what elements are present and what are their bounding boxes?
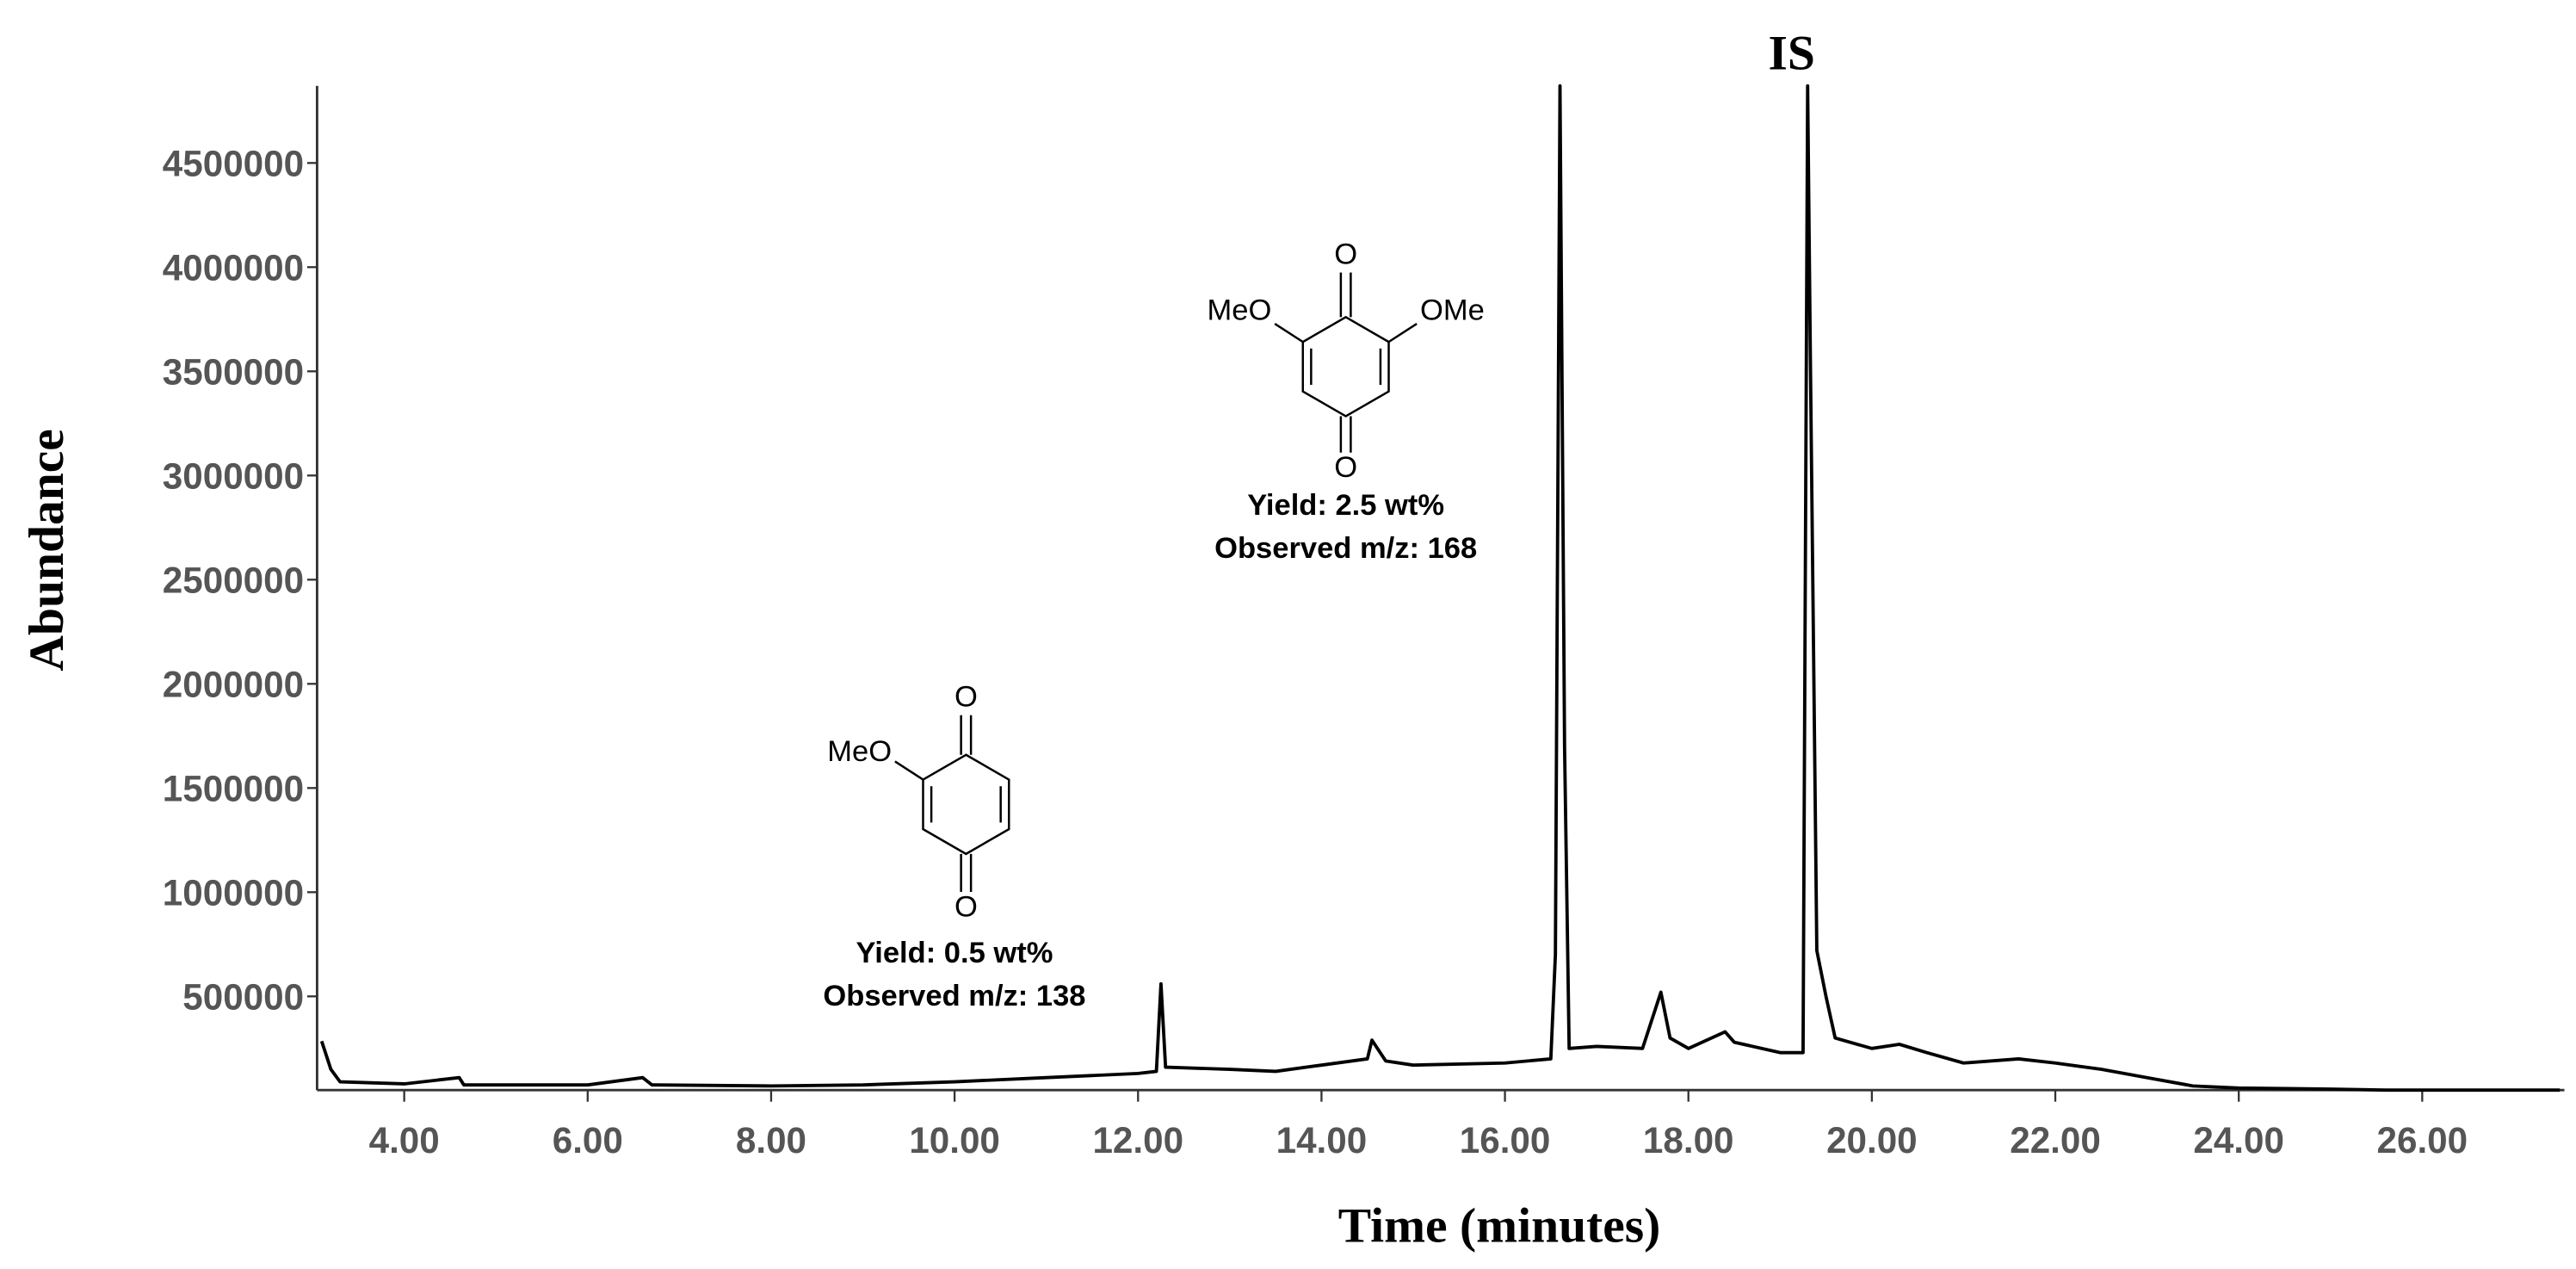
y-axis-title: Abundance xyxy=(20,429,74,671)
y-tick-label: 2500000 xyxy=(163,560,304,600)
mz-label: Observed m/z: 168 xyxy=(1214,532,1477,565)
atom-label: MeO xyxy=(827,735,892,768)
y-tick-label: 3500000 xyxy=(163,351,304,392)
yield-label: Yield: 2.5 wt% xyxy=(1247,489,1444,522)
y-tick-label: 500000 xyxy=(182,976,304,1017)
structure-a: O MeO OMe O Yield: 2.5 wt% Observed m/z:… xyxy=(1208,238,1485,564)
x-tick-label: 6.00 xyxy=(553,1120,623,1161)
x-tick-label: 20.00 xyxy=(1826,1120,1918,1161)
atom-label: O xyxy=(954,681,978,714)
x-tick-label: 12.00 xyxy=(1092,1120,1183,1161)
y-tick-label: 1000000 xyxy=(163,872,304,913)
x-tick-label: 16.00 xyxy=(1460,1120,1551,1161)
x-tick-label: 14.00 xyxy=(1276,1120,1368,1161)
atom-label: OMe xyxy=(1420,294,1485,327)
atom-label: O xyxy=(1334,238,1357,270)
x-tick-label: 10.00 xyxy=(909,1120,1000,1161)
y-tick-label: 3000000 xyxy=(163,455,304,496)
x-tick-label: 24.00 xyxy=(2193,1120,2284,1161)
x-axis-title: Time (minutes) xyxy=(1338,1199,1661,1254)
data-line xyxy=(319,84,2561,1093)
x-tick-label: 26.00 xyxy=(2377,1120,2468,1161)
atom-label: MeO xyxy=(1208,294,1272,327)
y-tick-label: 1500000 xyxy=(163,768,304,808)
atom-label: O xyxy=(954,890,978,923)
y-tick-label: 4000000 xyxy=(163,247,304,288)
mz-label: Observed m/z: 138 xyxy=(823,980,1085,1012)
y-tick-label: 2000000 xyxy=(163,664,304,704)
x-tick-label: 18.00 xyxy=(1643,1120,1734,1161)
y-tick-label: 4500000 xyxy=(163,143,304,183)
yield-label: Yield: 0.5 wt% xyxy=(856,937,1053,969)
x-tick-label: 22.00 xyxy=(2010,1120,2101,1161)
x-tick-label: 4.00 xyxy=(369,1120,440,1161)
structure-b: O MeO O Yield: 0.5 wt% Observed m/z: 138 xyxy=(823,681,1085,1012)
peak-label: IS xyxy=(1768,27,1814,81)
x-tick-label: 8.00 xyxy=(736,1120,806,1161)
atom-label: O xyxy=(1334,451,1357,484)
